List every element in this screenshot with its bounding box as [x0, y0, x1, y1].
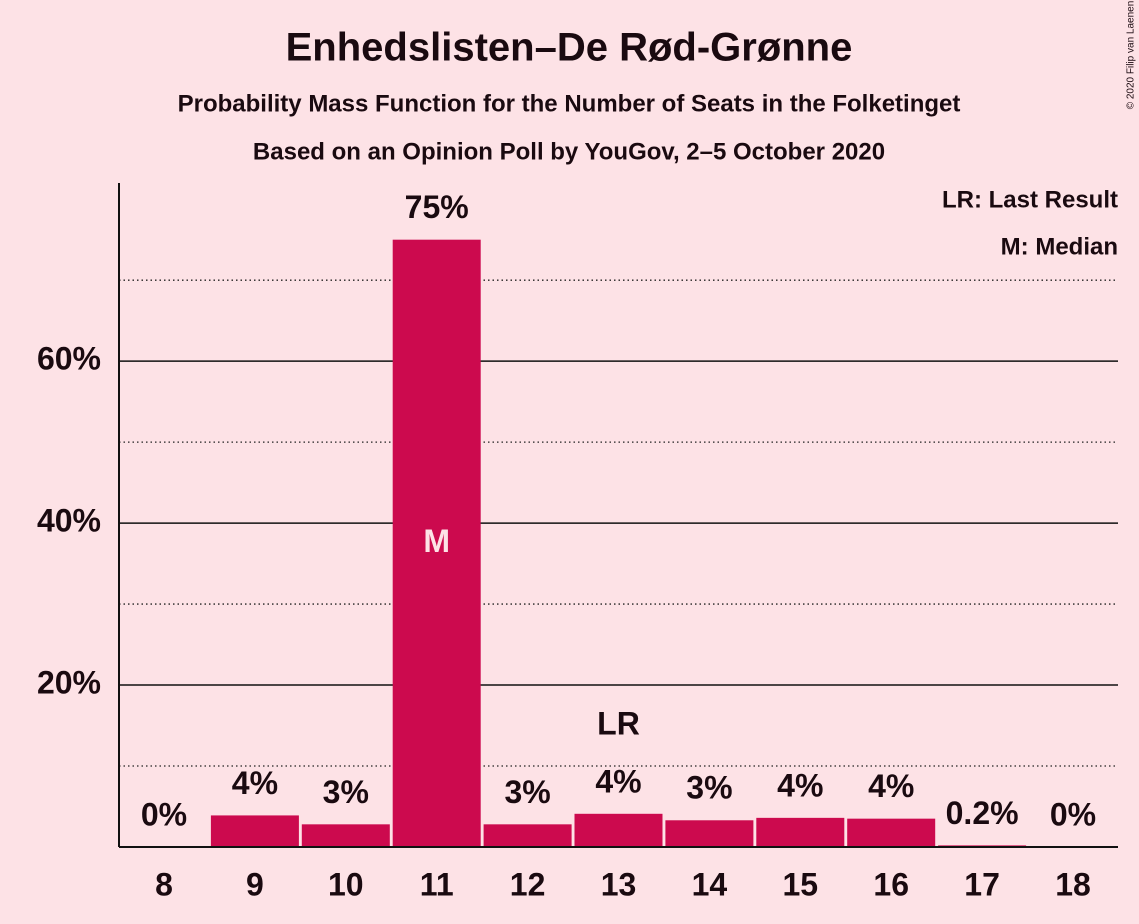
- x-tick-label: 16: [873, 866, 909, 902]
- x-tick-label: 8: [155, 866, 173, 902]
- value-label: 4%: [595, 763, 641, 799]
- x-tick-label: 18: [1055, 866, 1091, 902]
- x-tick-label: 15: [783, 866, 819, 902]
- x-tick-label: 9: [246, 866, 264, 902]
- bar: [210, 815, 299, 847]
- copyright: © 2020 Filip van Laenen: [1126, 1, 1137, 110]
- value-label: 0%: [141, 796, 187, 832]
- legend-entry: M: Median: [1001, 233, 1118, 260]
- y-tick-label: 60%: [37, 341, 101, 377]
- x-tick-label: 17: [964, 866, 1000, 902]
- value-label: 4%: [868, 768, 914, 804]
- bar: [483, 824, 572, 847]
- legend-entry: LR: Last Result: [942, 186, 1118, 213]
- bar: [301, 824, 390, 847]
- chart-subtitle: Based on an Opinion Poll by YouGov, 2–5 …: [253, 138, 885, 165]
- bar: [847, 818, 936, 847]
- y-tick-label: 20%: [37, 665, 101, 701]
- chart-subtitle: Probability Mass Function for the Number…: [178, 90, 961, 117]
- annotation: M: [423, 523, 450, 559]
- value-label: 75%: [405, 189, 469, 225]
- value-label: 0.2%: [946, 795, 1019, 831]
- chart-title: Enhedslisten–De Rød-Grønne: [286, 26, 853, 70]
- x-tick-label: 12: [510, 866, 546, 902]
- value-label: 0%: [1050, 796, 1096, 832]
- value-label: 4%: [232, 765, 278, 801]
- bar: [756, 817, 845, 847]
- x-tick-label: 14: [692, 866, 728, 902]
- x-tick-label: 11: [420, 866, 454, 902]
- x-tick-label: 10: [328, 866, 364, 902]
- x-tick-label: 13: [601, 866, 637, 902]
- bar: [665, 820, 754, 847]
- annotation: LR: [597, 705, 640, 741]
- value-label: 3%: [686, 770, 732, 806]
- bar: [574, 813, 663, 847]
- value-label: 4%: [777, 767, 823, 803]
- value-label: 3%: [323, 774, 369, 810]
- bar: [392, 239, 481, 847]
- value-label: 3%: [504, 774, 550, 810]
- y-tick-label: 40%: [37, 503, 101, 539]
